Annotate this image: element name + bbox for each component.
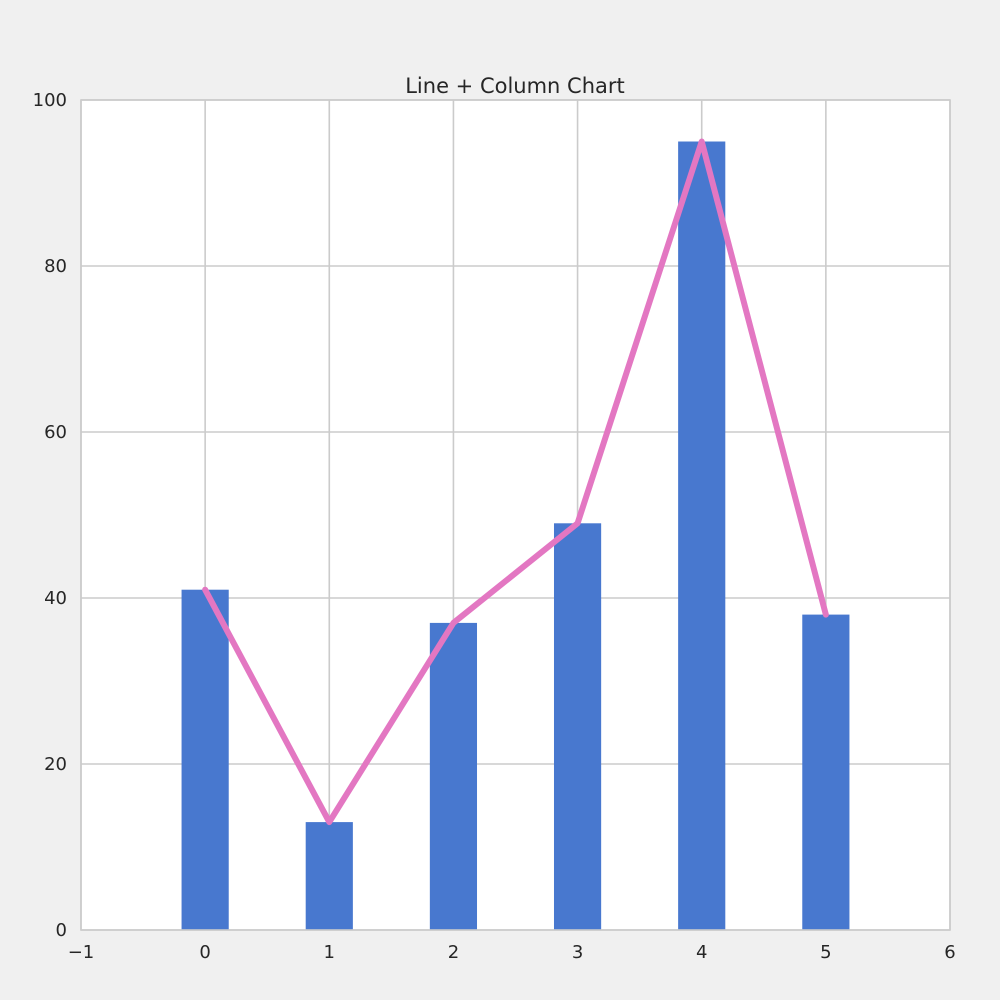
y-tick-label: 60: [44, 422, 67, 443]
y-tick-label: 0: [56, 920, 67, 941]
bar: [429, 622, 478, 930]
x-tick-label: 1: [324, 942, 335, 963]
bar: [305, 822, 353, 930]
x-tick-label: 3: [572, 942, 583, 963]
x-tick-label: 6: [944, 942, 955, 963]
y-tick-label: 100: [33, 90, 67, 111]
y-tick-label: 40: [44, 588, 67, 609]
bar: [802, 614, 850, 930]
chart-title: Line + Column Chart: [405, 74, 625, 98]
y-tick-label: 20: [44, 754, 67, 775]
bar-series: [181, 141, 850, 930]
x-tick-label: 5: [820, 942, 831, 963]
y-tick-label: 80: [44, 256, 67, 277]
x-tick-label: 0: [199, 942, 210, 963]
bar: [553, 523, 602, 930]
line-series: [202, 138, 829, 826]
bar: [678, 141, 726, 930]
x-tick-label: 4: [696, 942, 707, 963]
x-tick-label: −1: [68, 942, 95, 963]
bar: [181, 589, 229, 930]
x-tick-label: 2: [448, 942, 459, 963]
plot-border: [80, 99, 951, 931]
